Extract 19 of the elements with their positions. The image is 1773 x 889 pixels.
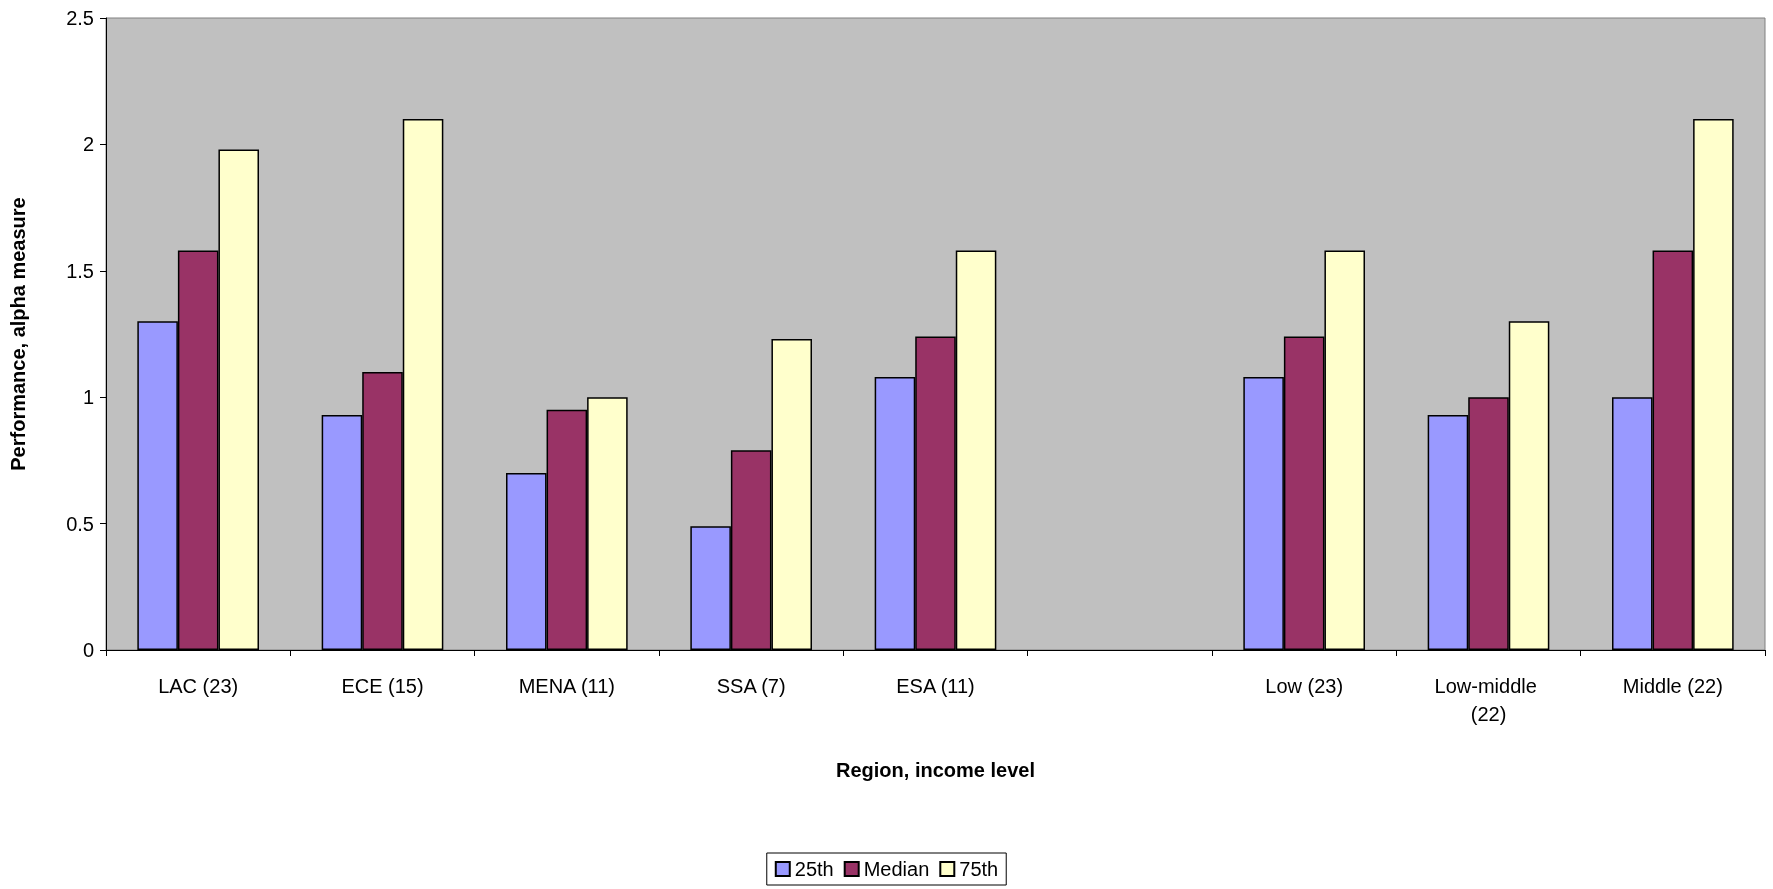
y-tick-label: 2 xyxy=(82,133,94,156)
y-tick-label: 1 xyxy=(82,386,94,409)
y-tick-label: 2.5 xyxy=(66,7,94,29)
y-tick-label: 0 xyxy=(82,639,94,661)
legend-label: 25th xyxy=(794,858,834,880)
y-tick-label: 0.5 xyxy=(66,512,94,535)
x-tick-label: ESA (11) xyxy=(896,675,975,697)
y-axis-title: Performance, alpha measure xyxy=(7,197,29,471)
x-tick-label: LAC (23) xyxy=(158,675,239,697)
legend-label: 75th xyxy=(959,858,999,880)
x-tick-label: MENA (11) xyxy=(518,675,615,697)
x-axis-title: Region, income level xyxy=(836,759,1035,781)
x-tick-label: Low-middle (22) xyxy=(1434,675,1543,725)
x-tick-label: Middle (22) xyxy=(1622,675,1723,697)
x-tick-label: SSA (7) xyxy=(716,675,786,697)
legend-label: Median xyxy=(863,858,930,880)
y-tick-label: 1.5 xyxy=(66,259,94,282)
x-tick-label: ECE (15) xyxy=(341,675,424,697)
x-tick-label: Low (23) xyxy=(1265,675,1344,697)
